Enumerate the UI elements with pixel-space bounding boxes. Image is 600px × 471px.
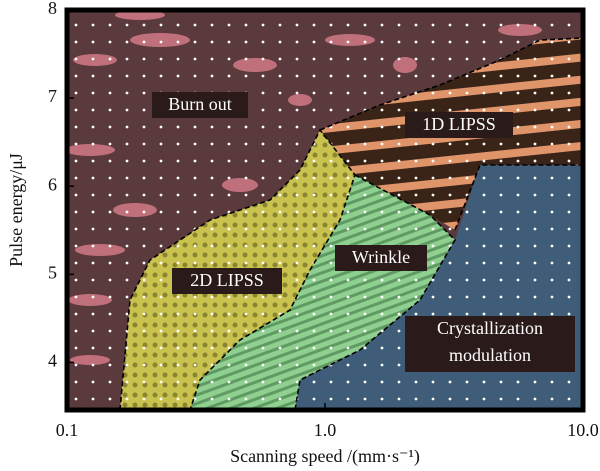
x-tick-label: 0.1 — [56, 420, 79, 440]
x-tick-label: 10.0 — [567, 420, 599, 440]
region-label: 2D LIPSS — [190, 270, 264, 290]
y-tick-label: 5 — [48, 262, 57, 282]
y-tick-label: 4 — [48, 351, 57, 371]
y-tick-label: 6 — [48, 174, 57, 194]
region-label: 1D LIPSS — [422, 114, 496, 134]
y-axis-label: Pulse energy/μJ — [6, 153, 26, 267]
region-label: modulation — [449, 345, 531, 365]
y-tick-label: 7 — [48, 86, 57, 106]
chart: 0.1 1.0 10.0 4 5 6 7 8 Burn out 1D LIPSS 2D LIP… — [0, 0, 600, 471]
region-label: Crystallization — [437, 318, 543, 338]
x-tick-label: 1.0 — [314, 420, 337, 440]
y-tick-label: 8 — [48, 0, 57, 18]
region-label: Wrinkle — [352, 247, 410, 267]
region-label: Burn out — [168, 94, 232, 114]
x-axis-label: Scanning speed /(mm·s⁻¹) — [230, 446, 420, 467]
